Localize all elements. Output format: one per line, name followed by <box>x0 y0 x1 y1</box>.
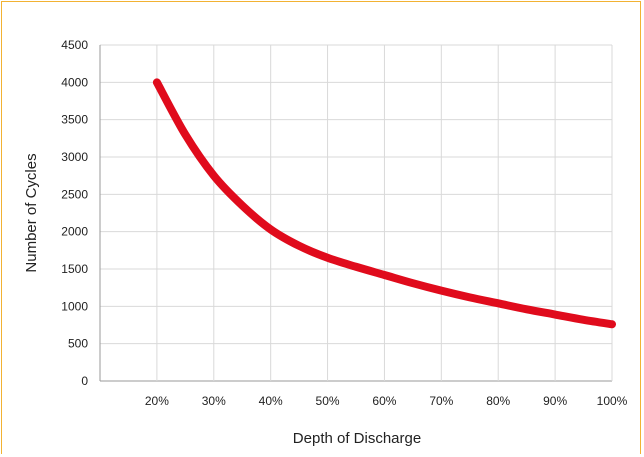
x-tick-label: 90% <box>543 394 567 408</box>
x-tick-label: 40% <box>259 394 283 408</box>
x-tick-label: 80% <box>486 394 510 408</box>
y-tick-label: 500 <box>68 337 88 351</box>
y-axis-ticks: 0 500 1000 1500 2000 2500 3000 3500 4000 4500 <box>61 38 88 388</box>
y-tick-label: 4500 <box>61 38 88 52</box>
x-tick-label: 60% <box>372 394 396 408</box>
grid-lines <box>99 44 613 382</box>
x-tick-label: 70% <box>429 394 453 408</box>
y-tick-label: 3000 <box>61 150 88 164</box>
y-tick-label: 3500 <box>61 113 88 127</box>
series-line <box>152 78 616 329</box>
y-tick-label: 1000 <box>61 299 88 313</box>
x-axis-label: Depth of Discharge <box>293 430 421 447</box>
y-tick-label: 1500 <box>61 262 88 276</box>
series-layer <box>152 78 616 329</box>
x-tick-label: 30% <box>202 394 226 408</box>
x-tick-label: 100% <box>597 394 628 408</box>
y-tick-label: 2000 <box>61 225 88 239</box>
y-tick-label: 0 <box>81 374 88 388</box>
x-tick-label: 20% <box>145 394 169 408</box>
x-axis-ticks: 20% 30% 40% 50% 60% 70% 80% 90% 100% <box>145 394 628 408</box>
y-tick-label: 2500 <box>61 187 88 201</box>
y-axis-label: Number of Cycles <box>23 153 40 272</box>
x-tick-label: 50% <box>316 394 340 408</box>
y-tick-label: 4000 <box>61 75 88 89</box>
